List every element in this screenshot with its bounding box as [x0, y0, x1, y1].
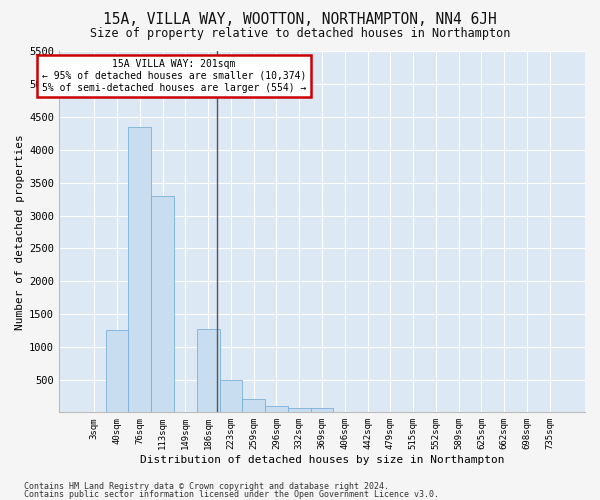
Bar	[106, 330, 128, 412]
Bar	[242, 398, 265, 412]
Text: 15A VILLA WAY: 201sqm
← 95% of detached houses are smaller (10,374)
5% of semi-d: 15A VILLA WAY: 201sqm ← 95% of detached …	[42, 60, 306, 92]
Bar	[128, 127, 151, 412]
Text: Contains public sector information licensed under the Open Government Licence v3: Contains public sector information licen…	[24, 490, 439, 499]
X-axis label: Distribution of detached houses by size in Northampton: Distribution of detached houses by size …	[140, 455, 504, 465]
Text: Contains HM Land Registry data © Crown copyright and database right 2024.: Contains HM Land Registry data © Crown c…	[24, 482, 389, 491]
Bar	[220, 380, 242, 412]
Bar	[265, 406, 288, 412]
Y-axis label: Number of detached properties: Number of detached properties	[15, 134, 25, 330]
Text: Size of property relative to detached houses in Northampton: Size of property relative to detached ho…	[90, 28, 510, 40]
Bar	[197, 329, 220, 412]
Bar	[151, 196, 174, 412]
Bar	[311, 408, 334, 412]
Text: 15A, VILLA WAY, WOOTTON, NORTHAMPTON, NN4 6JH: 15A, VILLA WAY, WOOTTON, NORTHAMPTON, NN…	[103, 12, 497, 28]
Bar	[288, 408, 311, 412]
